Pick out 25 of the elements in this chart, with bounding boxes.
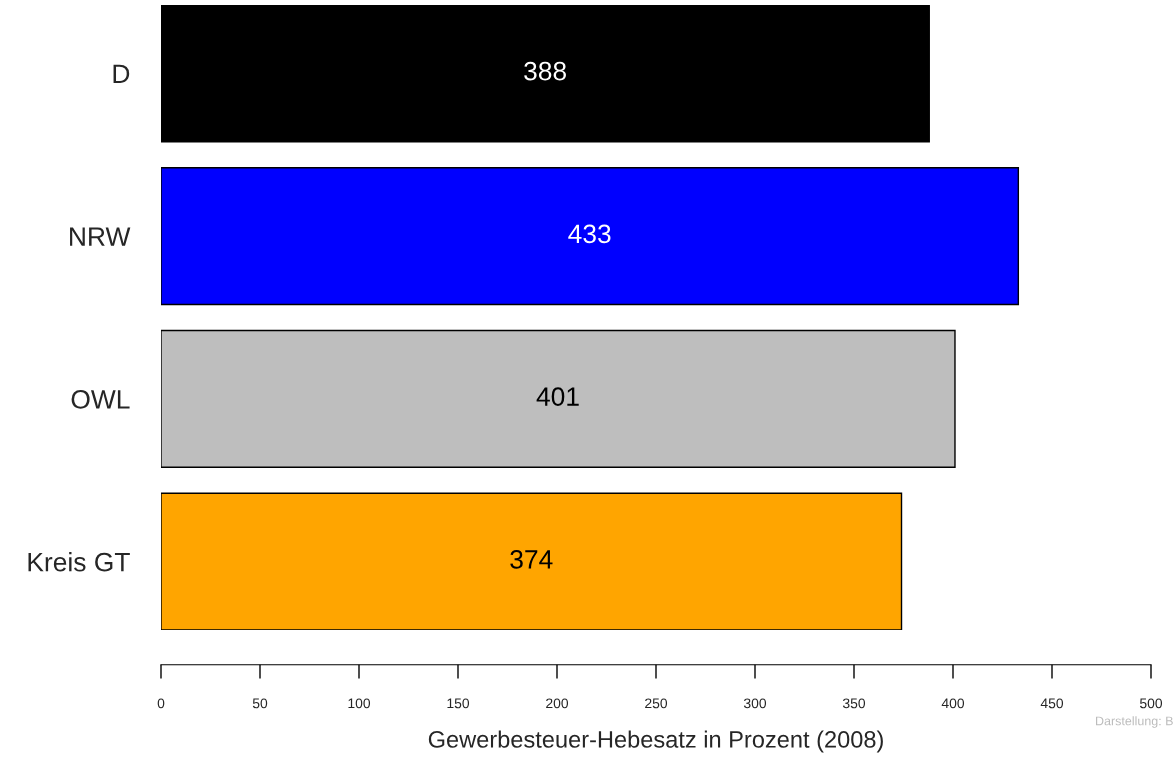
bar: [161, 492, 903, 630]
x-tick-label: 350: [842, 698, 866, 709]
text: Darstellung: B: [1096, 716, 1173, 728]
y-tick-label: Kreis GT: [28, 552, 130, 572]
x-tick-label: 400: [941, 698, 965, 709]
y-tick-label: OWL: [71, 390, 130, 409]
y-tick-label: D: [113, 64, 130, 83]
data-label: 388: [524, 61, 566, 81]
data-label: 374: [510, 550, 553, 569]
x-tick-label: 0: [157, 698, 165, 709]
x-tick-label: 250: [645, 698, 668, 709]
x-tick-label: 200: [546, 698, 569, 709]
x-axis-title: Gewerbesteuer-Hebesatz in Prozent (2008): [428, 730, 883, 753]
x-tick-label: 100: [348, 698, 371, 709]
x-tick-label: 150: [447, 698, 470, 709]
x-tick-label: 50: [252, 698, 268, 709]
bar: [161, 5, 930, 143]
data-label: 433: [568, 224, 611, 244]
y-tick-label: NRW: [70, 227, 131, 246]
bar: [161, 329, 956, 468]
x-tick-label: 300: [743, 698, 767, 709]
x-tick-label: 450: [1040, 698, 1064, 709]
data-label: 401: [536, 387, 579, 406]
x-tick-label: 500: [1139, 698, 1163, 709]
bar: [161, 167, 1020, 306]
